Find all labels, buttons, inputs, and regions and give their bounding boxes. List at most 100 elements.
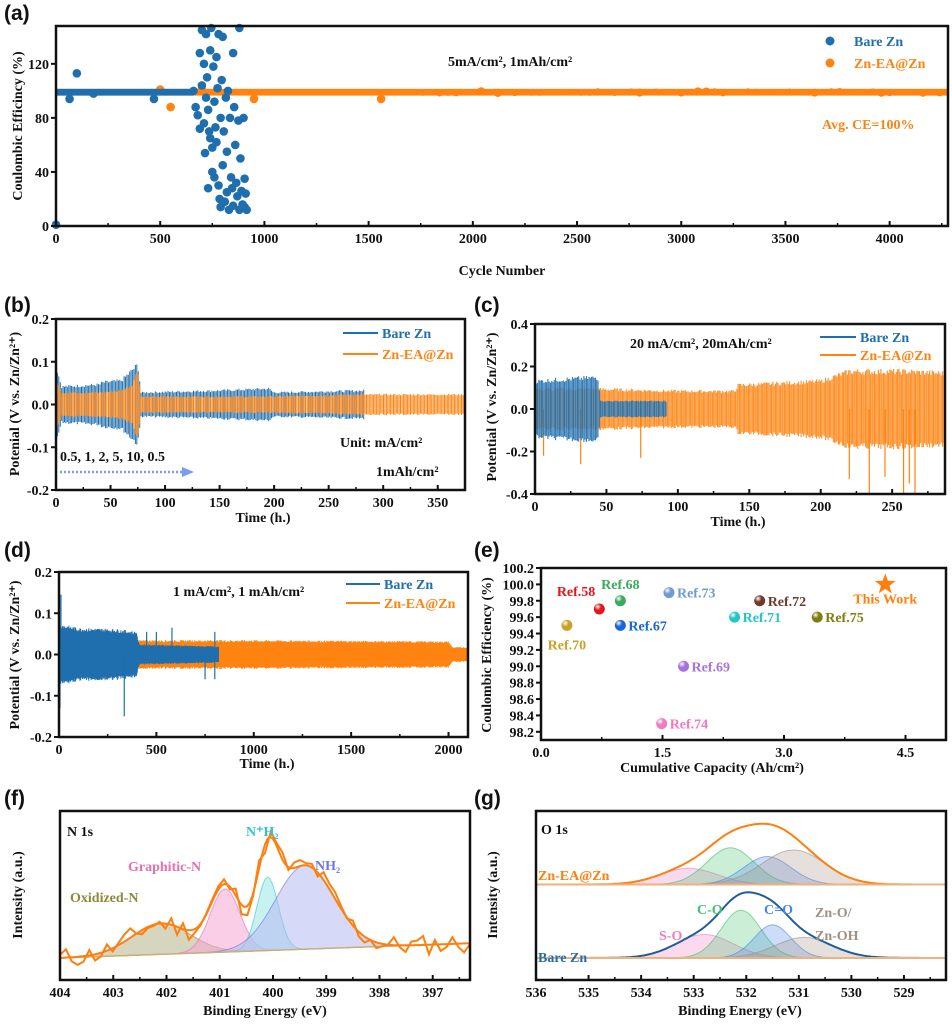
panel-b-rate-arrow xyxy=(60,467,194,477)
panel-f: (f) 404 403 402 401 400 399 398 397 Binding Ene… xyxy=(4,787,472,1019)
bare-zn-point xyxy=(220,197,230,206)
zn-ea-point xyxy=(444,89,451,96)
x-tick-label: 402 xyxy=(156,986,177,1001)
component-label-zn-oh: Zn-OH xyxy=(815,929,859,944)
zn-ea-point xyxy=(710,88,719,96)
bare-zn-point xyxy=(225,113,235,123)
panel-f-data xyxy=(59,828,471,967)
reference-marker xyxy=(754,595,766,607)
x-tick-label: 350 xyxy=(427,496,448,511)
x-tick-label: 3.0 xyxy=(775,746,793,761)
x-tick-label: 400 xyxy=(262,986,283,1001)
this-work-star-marker xyxy=(874,573,896,594)
panel-d-ylabel: Potential (V vs. Zn/Zn²⁺) xyxy=(8,580,23,729)
zn-ea-point xyxy=(886,90,893,97)
y-tick-label: 0.1 xyxy=(32,356,50,371)
x-tick-label: 404 xyxy=(50,986,71,1001)
reference-label: Ref.74 xyxy=(670,718,709,733)
legend-marker-zn-ea xyxy=(825,58,835,68)
bare-zn-point xyxy=(89,89,98,98)
y-tick-label: -0.1 xyxy=(30,690,52,705)
zn-ea-point xyxy=(836,88,844,95)
panel-f-title: N 1s xyxy=(67,825,94,840)
x-tick-label: 535 xyxy=(578,986,599,1001)
bare-zn-point xyxy=(217,75,226,85)
panel-a-axes: 0 500 1000 1500 2000 2500 3000 3500 4000 0 40 80 120 xyxy=(28,58,943,247)
bare-zn-point xyxy=(213,83,222,93)
panel-c-annotation: 20 mA/cm², 20mAh/cm² xyxy=(630,337,772,352)
component-label-c-eq-o: C=O xyxy=(764,903,793,918)
zn-ea-point xyxy=(493,88,502,97)
panel-f-frame xyxy=(58,809,472,982)
panel-c-ylabel: Potential (V vs. Zn/Zn²⁺) xyxy=(485,332,500,481)
zn-ea-ce-band xyxy=(56,88,948,96)
y-tick-label: 120 xyxy=(28,58,49,73)
panel-c: (c) 0 50 100 150 200 250 -0.4 -0.2 0.0 0.2 0.4 Tim… xyxy=(474,294,947,530)
panel-c-data xyxy=(534,368,945,494)
zn-ea-point xyxy=(470,90,476,96)
x-tick-label: 1500 xyxy=(355,232,383,247)
x-tick-label: 1000 xyxy=(250,232,278,247)
bare-zn-point xyxy=(222,147,232,156)
zn-ea-point xyxy=(686,89,693,95)
bare-zn-point xyxy=(203,183,213,193)
zn-ea-point xyxy=(536,89,543,96)
reference-marker xyxy=(656,718,668,730)
y-tick-label: -0.2 xyxy=(27,484,49,499)
panel-a-frame xyxy=(54,24,950,228)
zn-ea-point xyxy=(395,90,401,95)
x-tick-label: 0 xyxy=(56,743,63,758)
series-label-zn-ea: Zn-EA@Zn xyxy=(538,869,610,884)
zn-ea-point xyxy=(827,88,835,96)
bare-zn-voltage-trace xyxy=(58,625,219,684)
x-tick-label: 200 xyxy=(264,496,285,511)
bare-zn-point xyxy=(193,110,203,120)
series-label-bare-zn: Bare Zn xyxy=(538,951,587,966)
panel-b-legend: Bare Zn Zn-EA@Zn xyxy=(343,327,454,363)
panel-b-rates: 0.5, 1, 2, 5, 10, 0.5 xyxy=(60,450,165,465)
x-tick-label: 529 xyxy=(893,986,914,1001)
reference-label: Ref.69 xyxy=(692,660,731,675)
bare-zn-point xyxy=(211,123,220,132)
bare-zn-point xyxy=(218,32,228,42)
x-tick-label: 4.5 xyxy=(897,746,915,761)
bare-zn-point xyxy=(223,86,233,96)
zn-ea-point xyxy=(376,94,386,104)
panel-f-axes: 404 403 402 401 400 399 398 397 xyxy=(50,975,461,1001)
legend-label-zn-ea: Zn-EA@Zn xyxy=(382,348,454,363)
x-tick-label: 4000 xyxy=(876,232,904,247)
x-tick-label: 150 xyxy=(739,500,760,515)
x-tick-label: 2000 xyxy=(435,743,463,758)
zn-ea-point xyxy=(820,90,826,95)
y-tick-label: 0.0 xyxy=(35,649,53,664)
zn-ea-point xyxy=(611,90,618,97)
reference-label: Ref.70 xyxy=(548,638,587,653)
zn-ea-point xyxy=(620,90,625,95)
legend-label-bare-zn: Bare Zn xyxy=(860,331,909,346)
zn-ea-point xyxy=(578,89,585,96)
zn-ea-point xyxy=(553,89,559,96)
zn-ea-point xyxy=(594,88,602,96)
x-tick-label: 250 xyxy=(882,500,903,515)
zn-ea-point xyxy=(794,88,802,96)
zn-ea-point xyxy=(810,88,819,97)
reference-marker xyxy=(663,587,675,599)
y-tick-label: -0.1 xyxy=(27,441,49,456)
bare-zn-point xyxy=(216,113,225,123)
panel-b-unit: Unit: mA/cm² xyxy=(340,436,422,451)
zn-ea-point xyxy=(702,87,711,96)
y-tick-label: 98.2 xyxy=(510,726,535,741)
panel-a-data xyxy=(51,23,948,229)
panel-c-xlabel: Time (h.) xyxy=(711,515,766,530)
panel-d: (d) 0 500 1000 1500 2000 -0.2 -0.1 0.0 0.1 0.2 Ti… xyxy=(4,539,470,772)
x-tick-label: 0 xyxy=(53,232,60,247)
x-tick-label: 1000 xyxy=(240,743,268,758)
x-tick-label: 500 xyxy=(150,232,171,247)
bare-zn-point xyxy=(219,127,229,136)
panel-a-xlabel: Cycle Number xyxy=(459,264,546,279)
panel-g: (g) 536 535 534 533 532 531 530 529 Binding Ene… xyxy=(474,787,948,1019)
reference-marker xyxy=(678,660,690,672)
zn-ea-point xyxy=(477,87,486,96)
panel-e-axes: 0.0 1.5 3.0 4.5 98.2 98.498.698.8 99.099.299.4… xyxy=(503,562,915,761)
y-tick-label: -0.2 xyxy=(506,446,528,461)
